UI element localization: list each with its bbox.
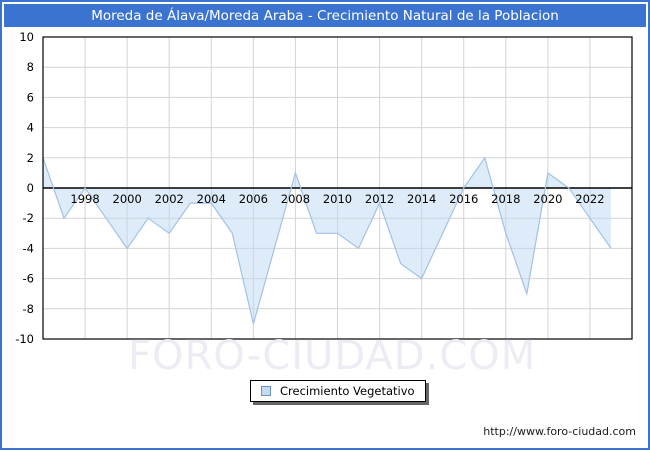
y-tick-label: 6	[27, 90, 34, 104]
legend-swatch-icon	[261, 386, 271, 396]
y-tick-label: 4	[27, 121, 34, 135]
x-tick-label: 2018	[491, 192, 520, 206]
x-tick-label: 2010	[323, 192, 352, 206]
x-tick-label: 2020	[533, 192, 562, 206]
x-tick-label: 2002	[155, 192, 184, 206]
x-tick-label: 2022	[575, 192, 604, 206]
title-bar: Moreda de Álava/Moreda Araba - Crecimien…	[4, 4, 646, 27]
y-tick-label: -10	[15, 332, 34, 346]
x-tick-label: 2012	[365, 192, 394, 206]
legend: Crecimiento Vegetativo	[250, 380, 426, 402]
y-tick-label: 8	[27, 60, 34, 74]
legend-label: Crecimiento Vegetativo	[280, 384, 415, 398]
x-tick-label: 2006	[239, 192, 268, 206]
y-tick-label: -4	[23, 241, 34, 255]
page-title: Moreda de Álava/Moreda Araba - Crecimien…	[91, 7, 559, 24]
y-tick-label: 2	[27, 151, 34, 165]
x-tick-label: 2004	[197, 192, 226, 206]
footer-url[interactable]: http://www.foro-ciudad.com	[483, 425, 636, 438]
y-tick-label: -2	[23, 211, 34, 225]
x-tick-label: 2014	[407, 192, 436, 206]
x-tick-label: 1998	[70, 192, 99, 206]
x-tick-label: 2000	[113, 192, 142, 206]
y-tick-label: -6	[23, 272, 34, 286]
y-tick-label: 0	[27, 181, 34, 195]
y-tick-label: -8	[23, 302, 34, 316]
x-tick-label: 2016	[449, 192, 478, 206]
y-tick-label: 10	[19, 30, 34, 44]
x-tick-label: 2008	[281, 192, 310, 206]
